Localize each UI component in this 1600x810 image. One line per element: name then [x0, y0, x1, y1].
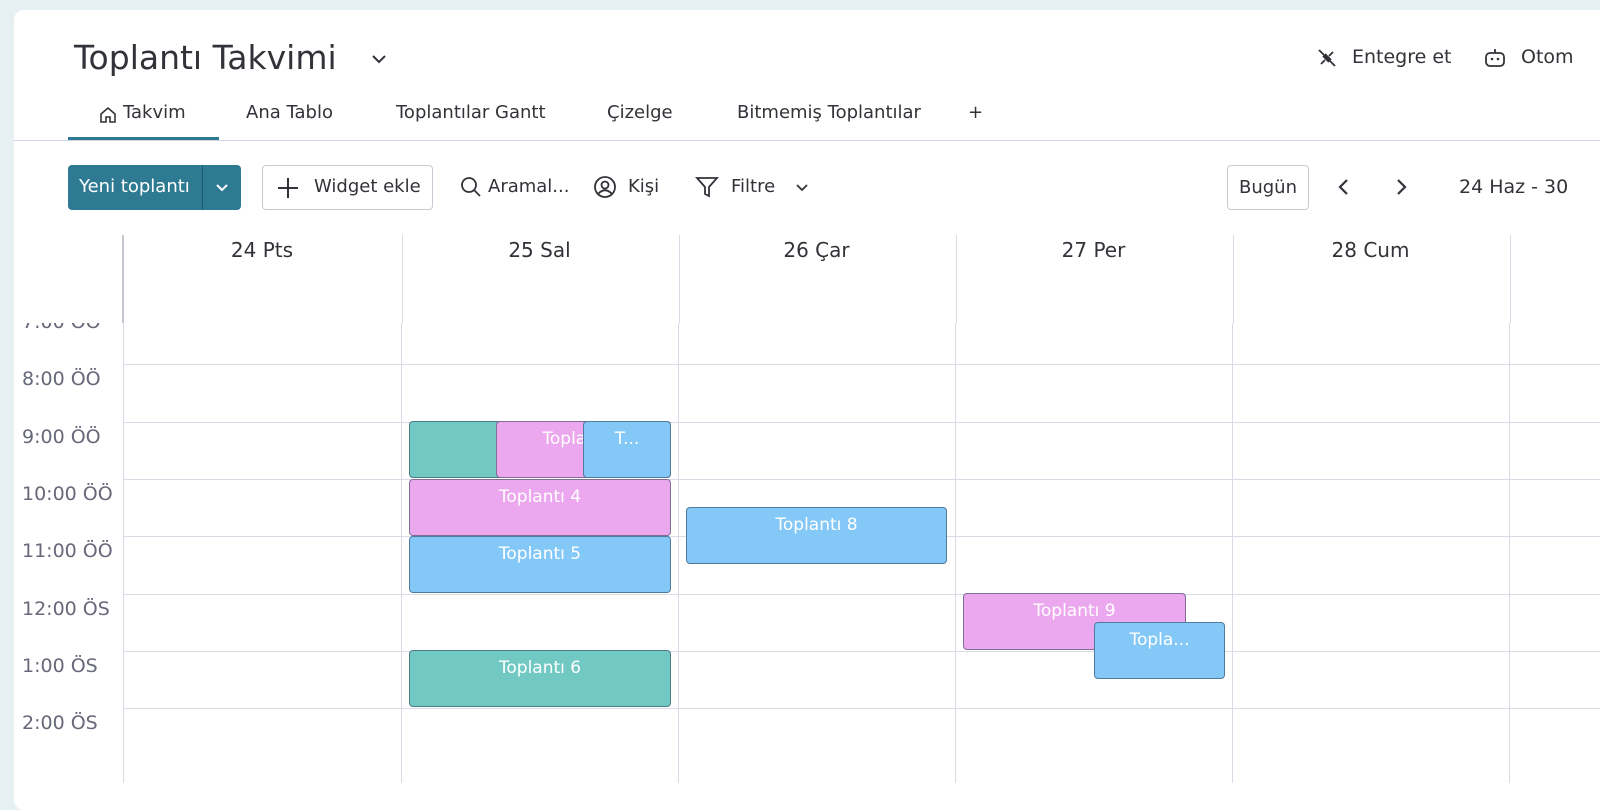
- tab[interactable]: Ana Tablo: [246, 102, 333, 123]
- tab[interactable]: Bitmemiş Toplantılar: [737, 102, 921, 123]
- event[interactable]: Toplantı 4: [409, 479, 671, 536]
- hour-label: 10:00 ÖÖ: [22, 482, 113, 505]
- day-header-divider: [1233, 235, 1234, 323]
- day-header: 25 Sal: [508, 238, 571, 262]
- automate-action[interactable]: Otom: [1521, 46, 1574, 68]
- automate-icon: [1485, 49, 1505, 67]
- time-column-divider: [122, 235, 124, 323]
- hour-label: 11:00 ÖÖ: [22, 540, 113, 563]
- tab[interactable]: +: [968, 102, 984, 123]
- filter-icon: [695, 177, 719, 198]
- day-header: 27 Per: [1061, 238, 1126, 262]
- search-icon: [461, 177, 481, 197]
- event[interactable]: Toplantı 9: [963, 593, 1186, 650]
- day-header-divider: [1510, 235, 1511, 323]
- event[interactable]: T...: [583, 421, 671, 478]
- today-label[interactable]: Bugün: [1239, 177, 1297, 198]
- search-field[interactable]: Aramal...: [488, 176, 570, 197]
- event[interactable]: Topla...: [1094, 622, 1225, 679]
- integrate-icon: [1318, 49, 1336, 67]
- tab-divider: [14, 140, 1600, 141]
- tab[interactable]: Toplantılar Gantt: [396, 102, 546, 123]
- home-icon: [100, 106, 116, 123]
- page: Toplantı Takvimi Entegre et Otom Takvim A…: [14, 10, 1600, 810]
- hour-line: [123, 650, 1600, 652]
- prev-button[interactable]: [1334, 177, 1354, 197]
- new-meeting-dropdown[interactable]: [213, 179, 231, 197]
- hour-line: [123, 421, 1600, 423]
- next-button[interactable]: [1391, 177, 1411, 197]
- board-card: [14, 10, 1600, 810]
- day-header-divider: [956, 235, 957, 323]
- day-column-line: [678, 323, 679, 783]
- person-filter[interactable]: Kişi: [628, 176, 660, 197]
- hour-line: [123, 364, 1600, 366]
- hour-label: 9:00 ÖÖ: [22, 425, 101, 448]
- day-header-divider: [402, 235, 403, 323]
- day-column-line: [123, 323, 124, 783]
- event[interactable]: Toplantı 5: [409, 536, 671, 593]
- event[interactable]: Toplantı 8: [686, 507, 947, 564]
- day-header-divider: [679, 235, 680, 323]
- board-title[interactable]: Toplantı Takvimi: [74, 38, 337, 77]
- hour-label: 12:00 ÖS: [22, 597, 110, 620]
- title-dropdown-icon[interactable]: [370, 50, 388, 68]
- integrate-action[interactable]: Entegre et: [1352, 46, 1452, 68]
- today-button[interactable]: [1227, 165, 1309, 210]
- day-header-strip: [14, 235, 1600, 323]
- day-column-line: [1509, 323, 1510, 783]
- plus-icon: [278, 178, 298, 198]
- date-range: 24 Haz - 30: [1459, 176, 1569, 198]
- widget-label[interactable]: Widget ekle: [314, 176, 421, 197]
- tab[interactable]: Çizelge: [607, 102, 673, 123]
- day-header: 28 Cum: [1331, 238, 1410, 262]
- day-column-line: [401, 323, 402, 783]
- day-header: 24 Pts: [230, 238, 294, 262]
- hour-label: 1:00 ÖS: [22, 654, 98, 677]
- hour-label: 2:00 ÖS: [22, 712, 98, 735]
- new-meeting-button[interactable]: [68, 165, 241, 210]
- person-icon: [594, 176, 616, 198]
- filter-dropdown[interactable]: [793, 179, 811, 197]
- filter-button[interactable]: Filtre: [731, 176, 776, 197]
- hour-label: 8:00 ÖÖ: [22, 368, 101, 391]
- day-column-line: [1232, 323, 1233, 783]
- hour-line: [123, 593, 1600, 595]
- button-split: [202, 165, 203, 210]
- hour-line: [123, 708, 1600, 710]
- day-header: 26 Çar: [783, 238, 850, 262]
- day-column-line: [955, 323, 956, 783]
- event[interactable]: Toplantı 6: [409, 650, 671, 707]
- tab[interactable]: Takvim: [123, 102, 186, 123]
- new-meeting-label[interactable]: Yeni toplantı: [79, 176, 190, 197]
- hour-line: [123, 478, 1600, 480]
- active-tab-underline: [68, 137, 219, 140]
